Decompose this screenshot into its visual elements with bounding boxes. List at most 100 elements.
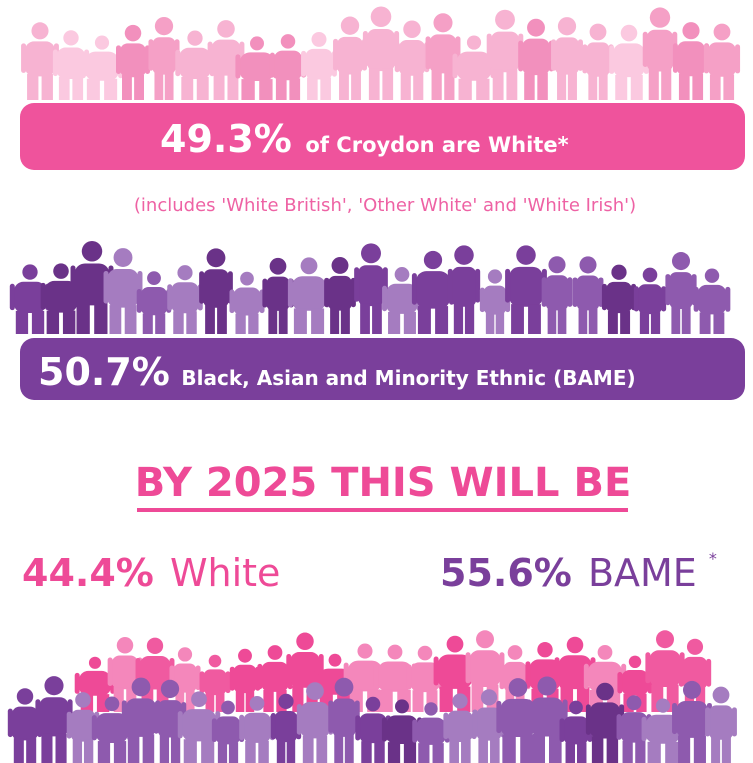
person-part [671,306,681,334]
person-part [585,704,591,735]
person [9,264,51,334]
projection-bame-percent: 55.6% [440,551,572,595]
person-part [274,710,298,743]
person [703,23,741,100]
heading: BY 2025 THIS WILL BE [135,460,632,506]
person-part [516,245,536,265]
person-part [300,702,330,739]
person-part [386,283,418,314]
person-part [454,245,474,265]
person-part [635,740,646,763]
person-part [293,308,307,334]
person-part [160,679,180,699]
person-part [217,20,235,38]
person-part [181,76,194,100]
person-part [358,265,384,307]
person-part [368,68,380,100]
person-part [107,268,139,308]
person-part [615,74,628,100]
person-part [713,23,731,41]
person-part [412,690,424,712]
person-part [661,286,667,312]
purple-crowd [9,241,731,334]
person-part [437,654,473,689]
person-part [332,698,356,737]
person-part [485,312,495,334]
person-part [672,43,678,73]
person-part [104,696,120,712]
person-part [554,657,560,686]
person-part [292,685,304,712]
person-part [301,50,307,77]
person-part [487,269,503,284]
person-part [464,304,475,334]
person [211,700,245,763]
person-part [505,268,511,303]
person-part [525,661,531,689]
person-part [340,16,360,35]
projection-white-percent: 44.4% [22,551,154,595]
person-part [692,73,704,100]
person-part [370,6,392,28]
person-part [476,707,502,741]
person-part [449,739,459,763]
person-part [403,311,416,334]
person-part [587,661,623,692]
person-part [66,711,72,739]
person-part [417,306,431,334]
person-part [475,268,481,303]
person-part [25,41,55,77]
person-part [480,689,498,706]
person-part [26,738,37,763]
person-part [471,684,484,712]
person-part [199,271,205,304]
person-part [205,305,215,334]
person-part [296,632,314,651]
person-part [541,277,547,307]
person [239,695,275,763]
person-part [39,697,69,737]
person-part [693,735,706,763]
person-part [238,648,252,663]
person-part [678,735,691,763]
person-part [74,263,110,306]
person-part [167,284,173,311]
person-part [611,264,627,280]
person-part [201,739,215,763]
person [472,689,506,763]
person-part [678,658,684,687]
person-part [207,41,213,73]
person-part [591,736,604,763]
person-part [582,44,588,74]
person-part [524,72,535,100]
person-part [444,70,455,100]
person-part [62,310,76,334]
person-part [456,51,492,81]
person-part [432,743,444,763]
person-part [548,733,562,763]
person-part [22,264,38,280]
person-part [721,737,731,763]
person-part [109,305,122,334]
person-part [235,691,245,712]
person-part [502,734,516,763]
person-part [153,702,159,734]
person [229,271,265,334]
person-part [361,741,372,763]
person-part [113,248,133,267]
person-part [196,76,209,100]
person-part [400,73,411,100]
person-part [173,311,184,334]
person-part [507,645,523,660]
person-part [656,630,674,649]
person-part [225,671,231,694]
person-part [205,693,215,712]
person-part [423,250,443,270]
person-part [111,655,139,690]
person [551,17,583,100]
person-part [398,39,426,76]
person-part [411,273,417,305]
person-part [306,682,324,701]
person-part [199,671,205,694]
person [572,256,604,334]
